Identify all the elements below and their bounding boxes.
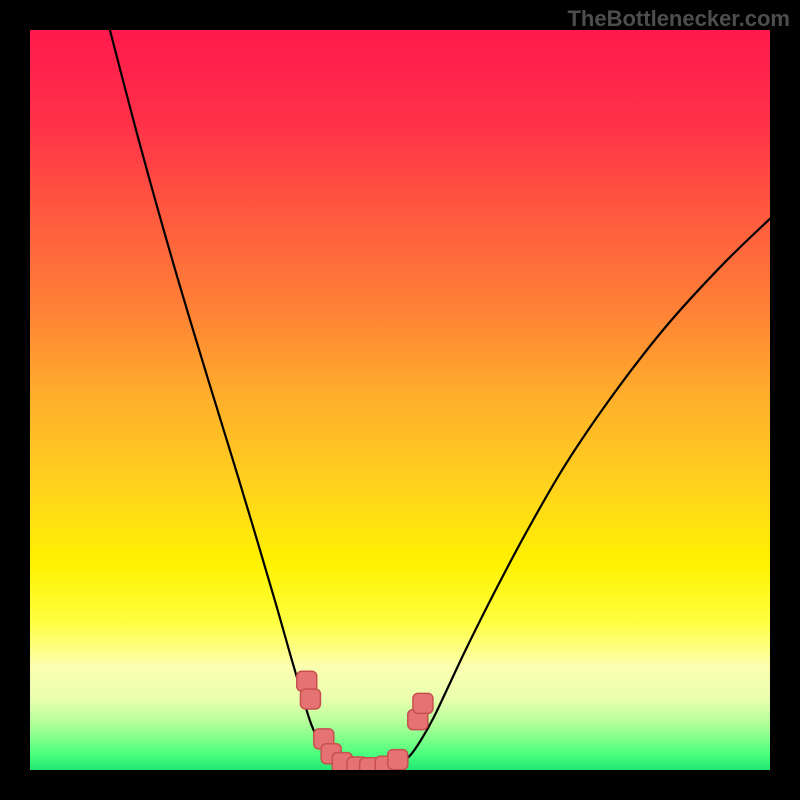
data-marker [297,671,317,691]
data-marker [388,750,408,770]
watermark-text: TheBottlenecker.com [567,6,790,32]
data-marker [413,693,433,713]
data-marker [300,689,320,709]
chart-gradient-background [30,30,770,770]
chart-frame [0,0,800,800]
gradient-rect [30,30,770,770]
chart-svg [30,30,770,770]
